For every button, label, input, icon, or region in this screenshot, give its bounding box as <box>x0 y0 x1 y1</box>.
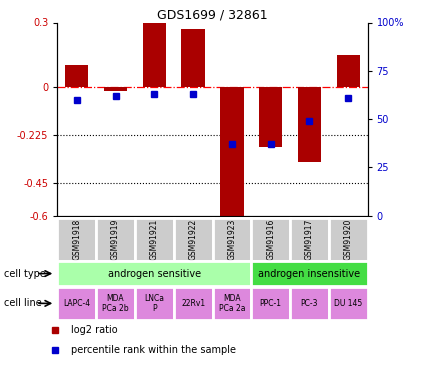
Text: percentile rank within the sample: percentile rank within the sample <box>71 345 235 355</box>
Text: 22Rv1: 22Rv1 <box>181 299 205 308</box>
FancyBboxPatch shape <box>251 286 290 320</box>
Text: MDA
PCa 2a: MDA PCa 2a <box>218 294 245 313</box>
Text: LNCa
P: LNCa P <box>144 294 164 313</box>
FancyBboxPatch shape <box>57 217 96 261</box>
Title: GDS1699 / 32861: GDS1699 / 32861 <box>157 8 268 21</box>
Text: GSM91921: GSM91921 <box>150 218 159 259</box>
FancyBboxPatch shape <box>290 217 329 261</box>
Bar <box>143 22 166 87</box>
Text: androgen sensitive: androgen sensitive <box>108 268 201 279</box>
Text: GSM91919: GSM91919 <box>111 218 120 260</box>
FancyBboxPatch shape <box>135 286 174 320</box>
Bar <box>65 65 88 87</box>
FancyBboxPatch shape <box>329 217 368 261</box>
Bar <box>337 55 360 87</box>
Text: log2 ratio: log2 ratio <box>71 325 117 335</box>
Text: GSM91918: GSM91918 <box>72 218 81 259</box>
Text: PPC-1: PPC-1 <box>260 299 282 308</box>
FancyBboxPatch shape <box>96 286 135 320</box>
Bar <box>104 87 127 91</box>
Text: MDA
PCa 2b: MDA PCa 2b <box>102 294 129 313</box>
FancyBboxPatch shape <box>212 286 251 320</box>
Text: cell line: cell line <box>4 298 42 308</box>
Bar <box>298 87 321 162</box>
FancyBboxPatch shape <box>174 217 212 261</box>
Text: DU 145: DU 145 <box>334 299 363 308</box>
Text: GSM91923: GSM91923 <box>227 218 236 260</box>
FancyBboxPatch shape <box>212 217 251 261</box>
Text: GSM91920: GSM91920 <box>344 218 353 260</box>
FancyBboxPatch shape <box>290 286 329 320</box>
Text: GSM91917: GSM91917 <box>305 218 314 260</box>
FancyBboxPatch shape <box>57 286 96 320</box>
Text: PC-3: PC-3 <box>301 299 318 308</box>
Bar <box>220 87 244 216</box>
Text: cell type: cell type <box>4 268 46 279</box>
FancyBboxPatch shape <box>251 261 368 286</box>
FancyBboxPatch shape <box>174 286 212 320</box>
FancyBboxPatch shape <box>57 261 251 286</box>
Text: LAPC-4: LAPC-4 <box>63 299 91 308</box>
FancyBboxPatch shape <box>96 217 135 261</box>
FancyBboxPatch shape <box>329 286 368 320</box>
Text: GSM91922: GSM91922 <box>189 218 198 259</box>
Bar <box>259 87 282 147</box>
Text: androgen insensitive: androgen insensitive <box>258 268 360 279</box>
Bar <box>181 29 205 87</box>
FancyBboxPatch shape <box>251 217 290 261</box>
FancyBboxPatch shape <box>135 217 174 261</box>
Text: GSM91916: GSM91916 <box>266 218 275 260</box>
